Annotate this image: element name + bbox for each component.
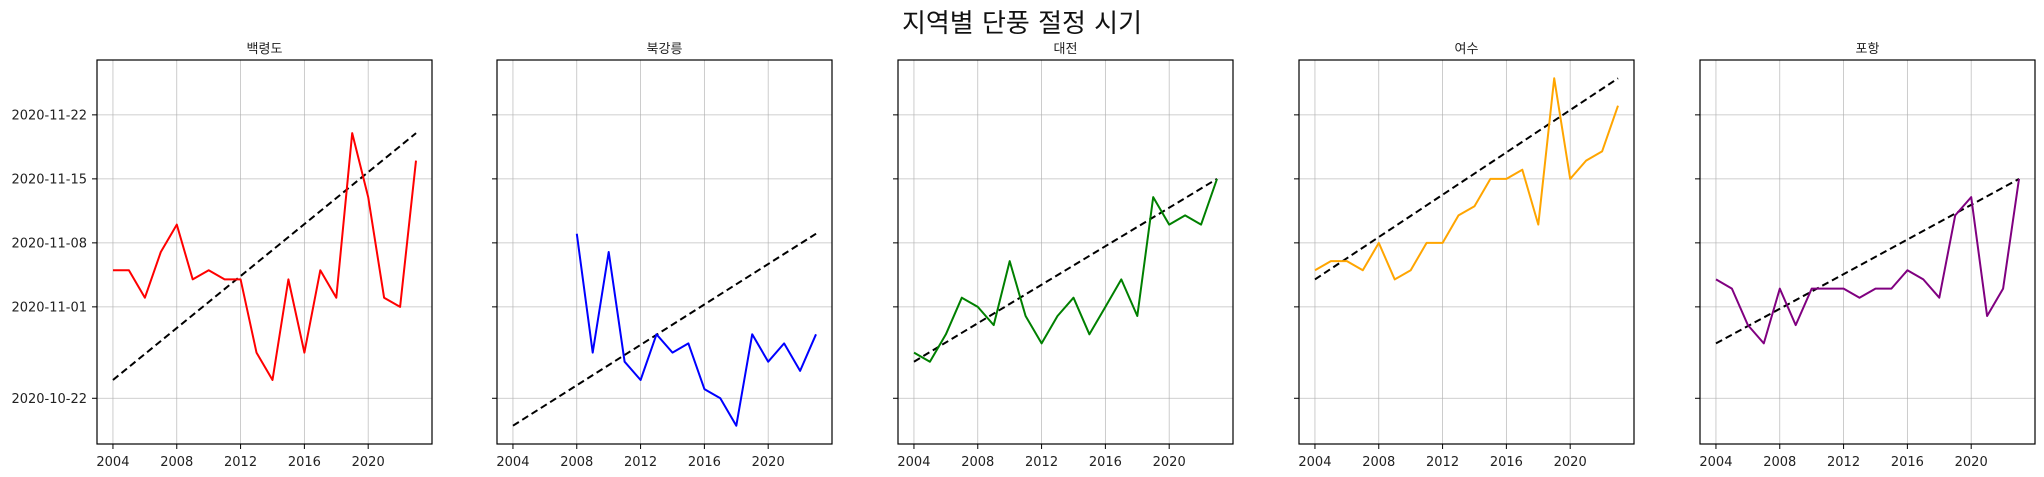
series-line bbox=[113, 132, 417, 381]
plot-frame bbox=[1298, 59, 1635, 445]
x-tick-label: 2004 bbox=[1298, 455, 1331, 470]
panel-title: 북강릉 bbox=[647, 42, 683, 57]
plot-frame bbox=[897, 59, 1234, 445]
plot-frame bbox=[1699, 59, 2036, 445]
panel-title: 백령도 bbox=[247, 42, 283, 57]
chart-panel-1: 2004 2008 2012 2016 2020 2020-10-22 2020-11-01… bbox=[11, 42, 433, 470]
series-line bbox=[1715, 178, 2020, 345]
y-tick-label: 2020-11-22 bbox=[11, 108, 87, 123]
x-tick-label: 2012 bbox=[1827, 455, 1860, 470]
figure-title: 지역별 단풍 절정 시기 bbox=[902, 9, 1142, 39]
plot-frame bbox=[96, 59, 433, 445]
y-tick-label: 2020-11-15 bbox=[11, 172, 87, 187]
series-line bbox=[575, 233, 817, 427]
panel-title: 포항 bbox=[1856, 42, 1880, 57]
x-tick-label: 2004 bbox=[496, 455, 529, 470]
chart-panel-5: 2004 2008 2012 2016 2020 포항 bbox=[1695, 42, 2036, 470]
chart-panel-4: 2004 2008 2012 2016 2020 여수 bbox=[1294, 42, 1635, 470]
x-tick-label: 2012 bbox=[1426, 455, 1459, 470]
x-tick-label: 2004 bbox=[897, 455, 930, 470]
x-tick-label: 2012 bbox=[624, 455, 657, 470]
panel-title: 여수 bbox=[1455, 42, 1479, 57]
x-tick-label: 2016 bbox=[288, 455, 321, 470]
x-tick-label: 2020 bbox=[1153, 455, 1186, 470]
chart-panels: 2004 2008 2012 2016 2020 2020-10-22 2020-11-01… bbox=[11, 42, 2036, 470]
x-tick-label: 2008 bbox=[961, 455, 994, 470]
x-tick-label: 2012 bbox=[224, 455, 257, 470]
x-tick-label: 2008 bbox=[1763, 455, 1796, 470]
trend-line bbox=[913, 178, 1218, 363]
x-tick-label: 2016 bbox=[688, 455, 721, 470]
panel-title: 대전 bbox=[1054, 42, 1078, 57]
trend-line bbox=[1314, 77, 1619, 281]
x-tick-label: 2020 bbox=[352, 455, 385, 470]
chart-panel-2: 2004 2008 2012 2016 2020 북강릉 bbox=[492, 42, 833, 470]
x-tick-label: 2004 bbox=[96, 455, 129, 470]
trend-line bbox=[512, 232, 817, 427]
trend-line bbox=[112, 132, 417, 381]
x-tick-label: 2016 bbox=[1891, 455, 1924, 470]
x-tick-label: 2004 bbox=[1699, 455, 1732, 470]
plot-frame bbox=[496, 59, 833, 445]
x-tick-label: 2016 bbox=[1089, 455, 1122, 470]
x-tick-label: 2008 bbox=[560, 455, 593, 470]
trend-line bbox=[1715, 177, 2020, 345]
x-tick-label: 2016 bbox=[1490, 455, 1523, 470]
y-tick-label: 2020-11-01 bbox=[11, 300, 87, 315]
x-tick-label: 2020 bbox=[1554, 455, 1587, 470]
x-tick-label: 2020 bbox=[1955, 455, 1988, 470]
x-tick-label: 2020 bbox=[752, 455, 785, 470]
series-line bbox=[1314, 77, 1619, 281]
x-tick-label: 2012 bbox=[1025, 455, 1058, 470]
chart-panel-3: 2004 2008 2012 2016 2020 대전 bbox=[893, 42, 1234, 470]
x-tick-label: 2008 bbox=[160, 455, 193, 470]
x-tick-label: 2008 bbox=[1362, 455, 1395, 470]
series-line bbox=[913, 178, 1218, 363]
y-tick-label: 2020-11-08 bbox=[11, 236, 87, 251]
y-tick-label: 2020-10-22 bbox=[11, 392, 87, 407]
